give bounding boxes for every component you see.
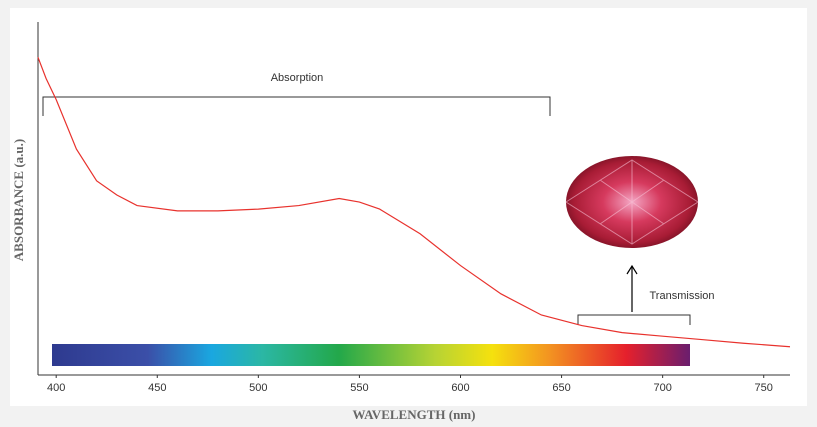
y-axis-title: ABSORBANCE (a.u.) — [11, 139, 26, 261]
x-tick-label: 400 — [47, 382, 65, 394]
x-tick-label: 700 — [653, 382, 671, 394]
x-tick-label: 550 — [350, 382, 368, 394]
x-axis-title: WAVELENGTH (nm) — [353, 407, 476, 422]
annotation: Transmission — [650, 290, 715, 302]
spectrum-bar — [52, 344, 690, 366]
x-tick-label: 450 — [148, 382, 166, 394]
chart: Absorption Transmission WAVELENGTH (nm) … — [0, 0, 817, 427]
x-tick-label: 650 — [552, 382, 570, 394]
x-tick-label: 600 — [451, 382, 469, 394]
x-tick-label: 500 — [249, 382, 267, 394]
annotation: Absorption — [271, 72, 324, 84]
x-tick-label: 750 — [755, 382, 773, 394]
